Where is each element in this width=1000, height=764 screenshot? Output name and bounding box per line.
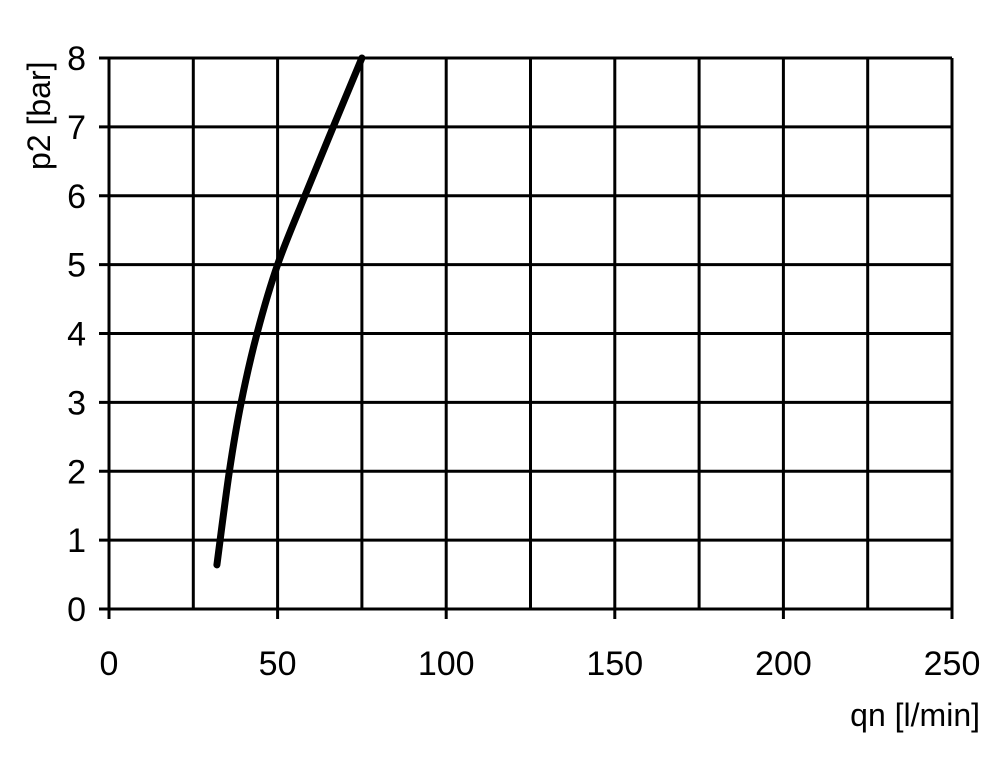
x-tick-label: 150 (586, 645, 643, 683)
x-axis-label: qn [l/min] (850, 697, 980, 733)
y-axis-label: p2 [bar] (21, 61, 57, 170)
y-tick-label: 7 (67, 109, 86, 147)
x-tick-label: 50 (259, 645, 297, 683)
y-tick-label: 3 (67, 384, 86, 422)
y-tick-label: 5 (67, 247, 86, 285)
y-tick-label: 6 (67, 178, 86, 216)
y-tick-label: 4 (67, 316, 86, 354)
series-line (213, 54, 366, 569)
x-tick-label: 0 (100, 645, 119, 683)
x-tick-label: 250 (924, 645, 981, 683)
grid (99, 56, 954, 619)
x-tick-label: 100 (418, 645, 475, 683)
x-tick-label: 200 (755, 645, 812, 683)
y-tick-label: 2 (67, 453, 86, 491)
tick-labels: 0 50 100 150 200 250 0 1 2 3 4 5 6 7 8 (67, 40, 980, 683)
y-tick-label: 8 (67, 40, 86, 78)
y-tick-label: 0 (67, 591, 86, 629)
y-tick-label: 1 (67, 522, 86, 560)
